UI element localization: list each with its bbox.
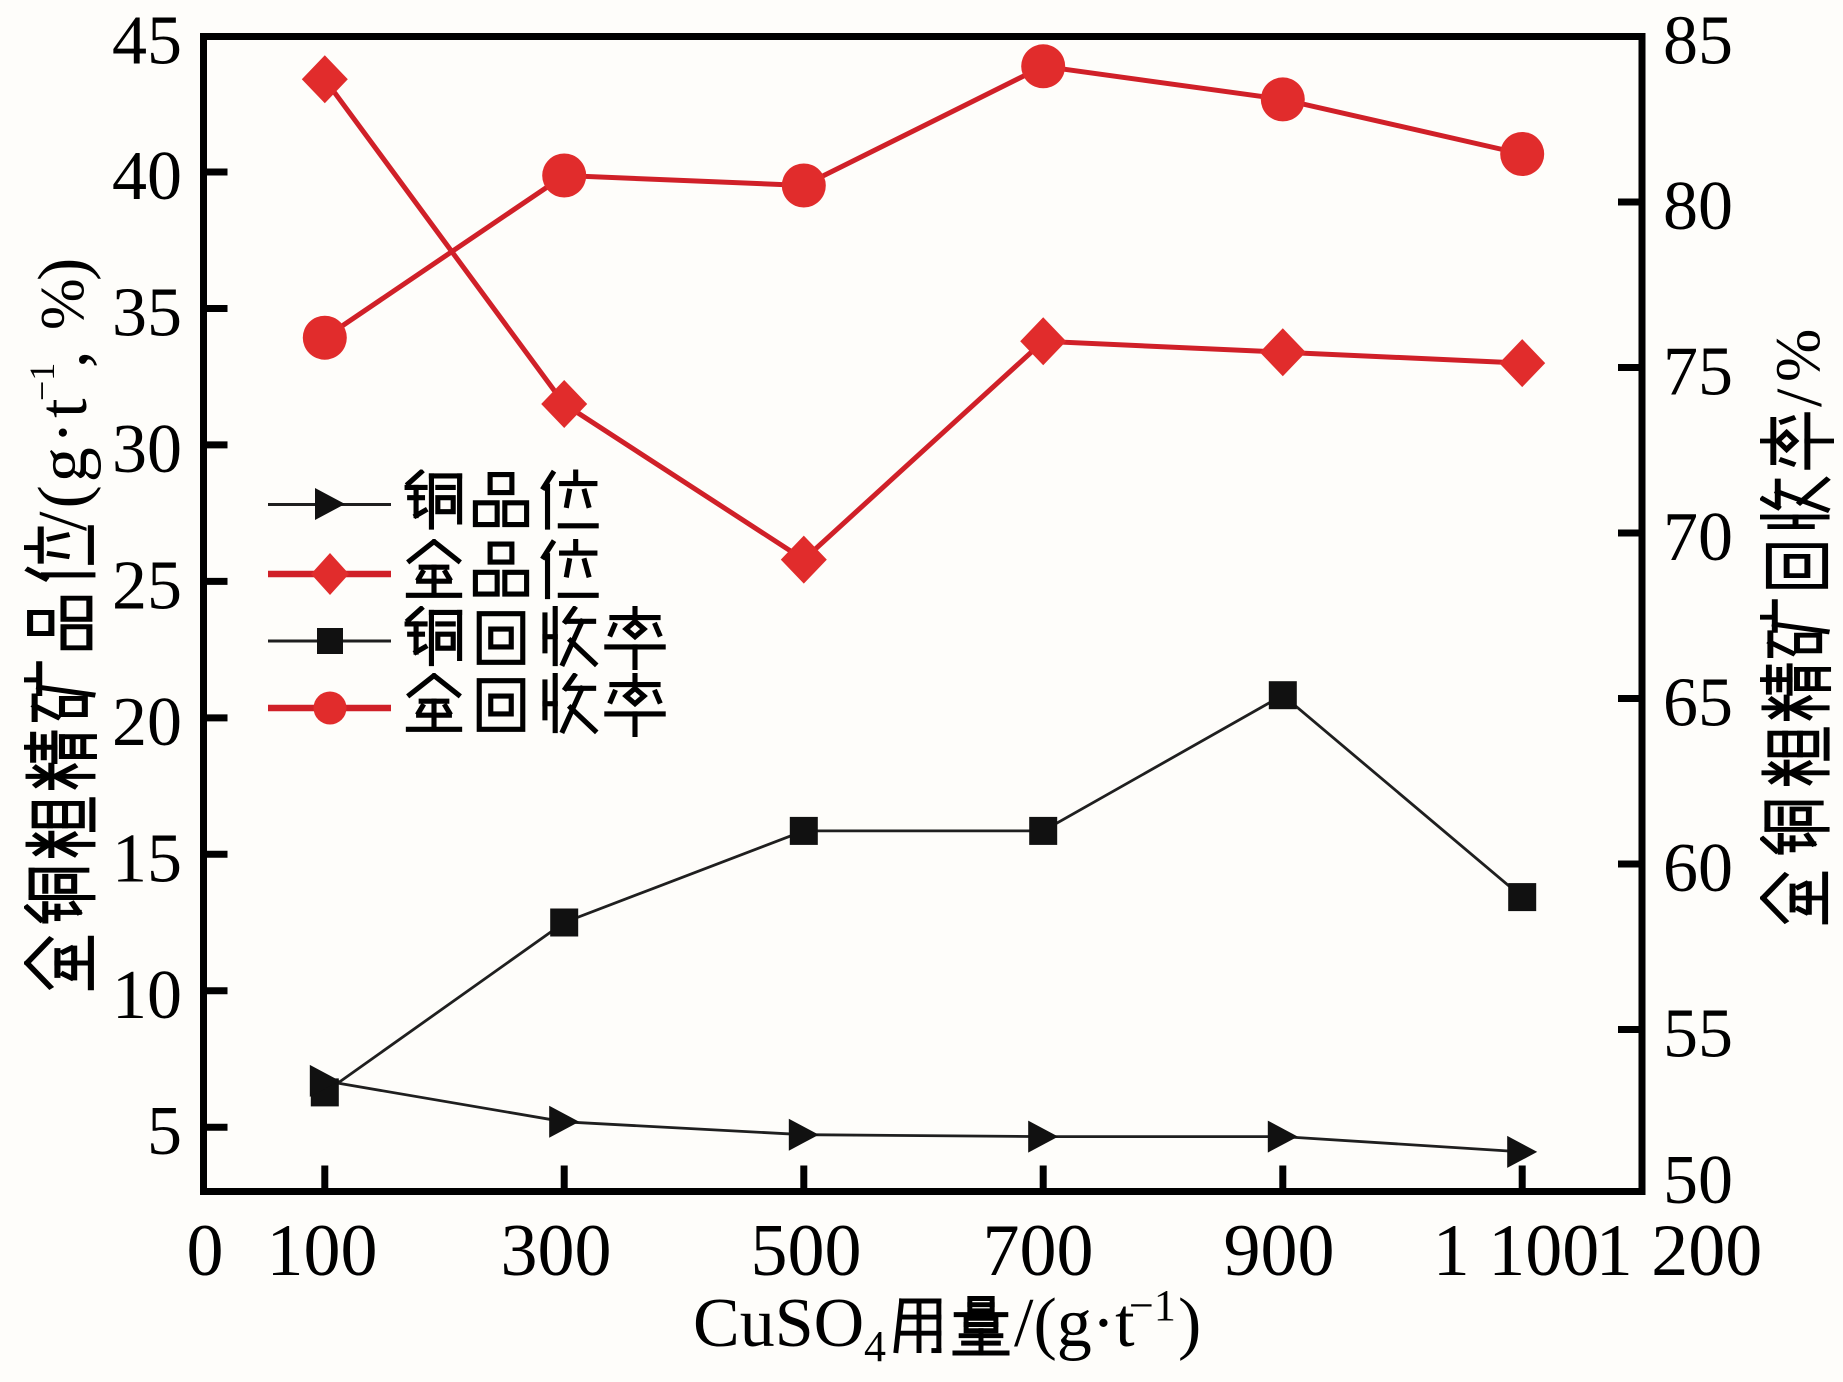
- svg-text:,: ,: [25, 351, 102, 369]
- svg-text:45: 45: [112, 2, 182, 79]
- svg-text:/: /: [1763, 388, 1836, 407]
- svg-text:/(g·t: /(g·t: [25, 395, 102, 531]
- svg-text:500: 500: [751, 1210, 862, 1292]
- svg-text:80: 80: [1663, 168, 1733, 245]
- svg-text:0: 0: [187, 1210, 224, 1292]
- svg-text:1 200: 1 200: [1596, 1210, 1763, 1292]
- svg-text:10: 10: [112, 957, 182, 1034]
- svg-text:55: 55: [1663, 996, 1733, 1073]
- svg-text:15: 15: [112, 820, 182, 897]
- svg-text:−1: −1: [1129, 1281, 1176, 1330]
- svg-text:85: 85: [1663, 2, 1733, 79]
- svg-text:100: 100: [267, 1210, 378, 1292]
- svg-text:): ): [25, 258, 102, 281]
- svg-text:%: %: [1762, 329, 1833, 382]
- svg-text:CuSO: CuSO: [693, 1285, 864, 1362]
- svg-text:): ): [1178, 1285, 1201, 1362]
- svg-text:5: 5: [147, 1093, 182, 1170]
- svg-text:300: 300: [501, 1210, 612, 1292]
- svg-text:40: 40: [112, 138, 182, 215]
- svg-text:75: 75: [1663, 334, 1733, 411]
- svg-text:20: 20: [112, 684, 182, 761]
- svg-text:65: 65: [1663, 665, 1733, 742]
- svg-text:25: 25: [112, 547, 182, 624]
- svg-text:35: 35: [112, 275, 182, 352]
- svg-text:/(g·t: /(g·t: [1014, 1285, 1135, 1362]
- svg-text:−1: −1: [22, 363, 62, 401]
- svg-text:50: 50: [1663, 1142, 1733, 1219]
- svg-text:%: %: [29, 278, 97, 330]
- svg-text:1 100: 1 100: [1433, 1210, 1600, 1292]
- svg-text:30: 30: [112, 411, 182, 488]
- svg-text:700: 700: [983, 1210, 1094, 1292]
- svg-text:60: 60: [1663, 830, 1733, 907]
- svg-text:70: 70: [1663, 499, 1733, 576]
- svg-text:900: 900: [1224, 1210, 1335, 1292]
- svg-text:4: 4: [864, 1322, 886, 1371]
